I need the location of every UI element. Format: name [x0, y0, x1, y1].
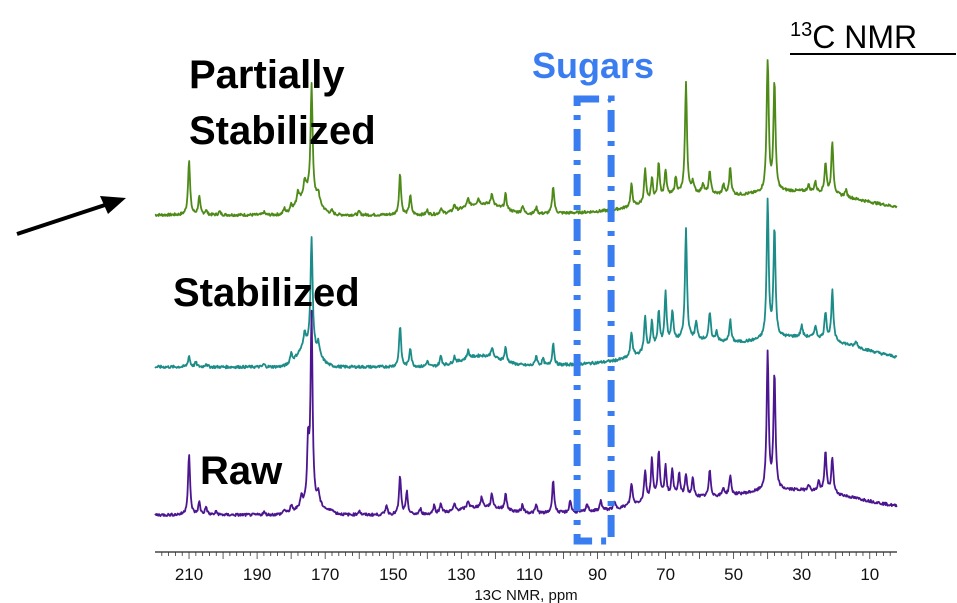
series-label-stabilized: Stabilized [173, 271, 360, 315]
sugars-region-box [573, 95, 615, 545]
x-tick-label: 10 [860, 565, 879, 584]
x-tick-label: 90 [588, 565, 607, 584]
x-tick-label: 210 [175, 565, 203, 584]
x-tick-label: 170 [311, 565, 339, 584]
x-tick-label: 190 [243, 565, 271, 584]
x-tick-label: 110 [516, 565, 543, 584]
x-tick-label: 150 [379, 565, 407, 584]
x-tick-label: 70 [656, 565, 675, 584]
arrow-icon [16, 196, 126, 236]
chart-title: 13C NMR [790, 19, 917, 55]
spectra-group [154, 59, 898, 517]
series-label-partially-stabilized: Partially Stabilized [189, 53, 376, 153]
series-label-raw: Raw [200, 449, 283, 493]
x-axis-title: 13C NMR, ppm [474, 587, 577, 603]
series-line-raw [154, 309, 898, 517]
series-line-partially-stabilized [154, 59, 898, 218]
x-tick-label: 130 [447, 565, 475, 584]
x-tick-label: 30 [792, 565, 811, 584]
series-line-stabilized [154, 197, 898, 370]
x-axis: 210 190 170 150 130 110 90 70 50 30 10 [155, 551, 897, 584]
sugars-label: Sugars [532, 45, 654, 86]
x-tick-label: 50 [724, 565, 743, 584]
